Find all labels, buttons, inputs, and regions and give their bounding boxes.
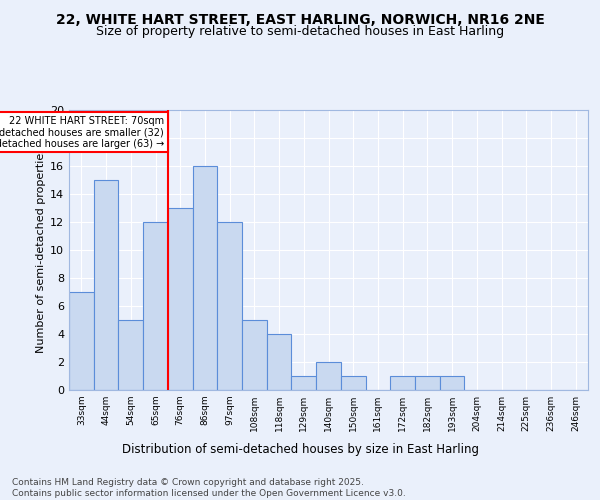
Bar (242, 320, 267, 390)
Bar (193, 166, 217, 390)
Bar (390, 376, 415, 390)
Bar (341, 376, 365, 390)
Text: Distribution of semi-detached houses by size in East Harling: Distribution of semi-detached houses by … (121, 442, 479, 456)
Bar (316, 362, 341, 390)
Y-axis label: Number of semi-detached properties: Number of semi-detached properties (36, 147, 46, 353)
Bar (94, 180, 118, 390)
Bar (143, 222, 168, 390)
Bar (217, 222, 242, 390)
Bar (168, 208, 193, 390)
Bar (440, 376, 464, 390)
Text: Size of property relative to semi-detached houses in East Harling: Size of property relative to semi-detach… (96, 25, 504, 38)
Bar (118, 320, 143, 390)
Bar (292, 376, 316, 390)
Bar (69, 292, 94, 390)
Text: 22, WHITE HART STREET, EAST HARLING, NORWICH, NR16 2NE: 22, WHITE HART STREET, EAST HARLING, NOR… (56, 12, 544, 26)
Text: 22 WHITE HART STREET: 70sqm
← 34% of semi-detached houses are smaller (32)
66% o: 22 WHITE HART STREET: 70sqm ← 34% of sem… (0, 116, 164, 149)
Bar (267, 334, 292, 390)
Text: Contains HM Land Registry data © Crown copyright and database right 2025.
Contai: Contains HM Land Registry data © Crown c… (12, 478, 406, 498)
Bar (415, 376, 440, 390)
